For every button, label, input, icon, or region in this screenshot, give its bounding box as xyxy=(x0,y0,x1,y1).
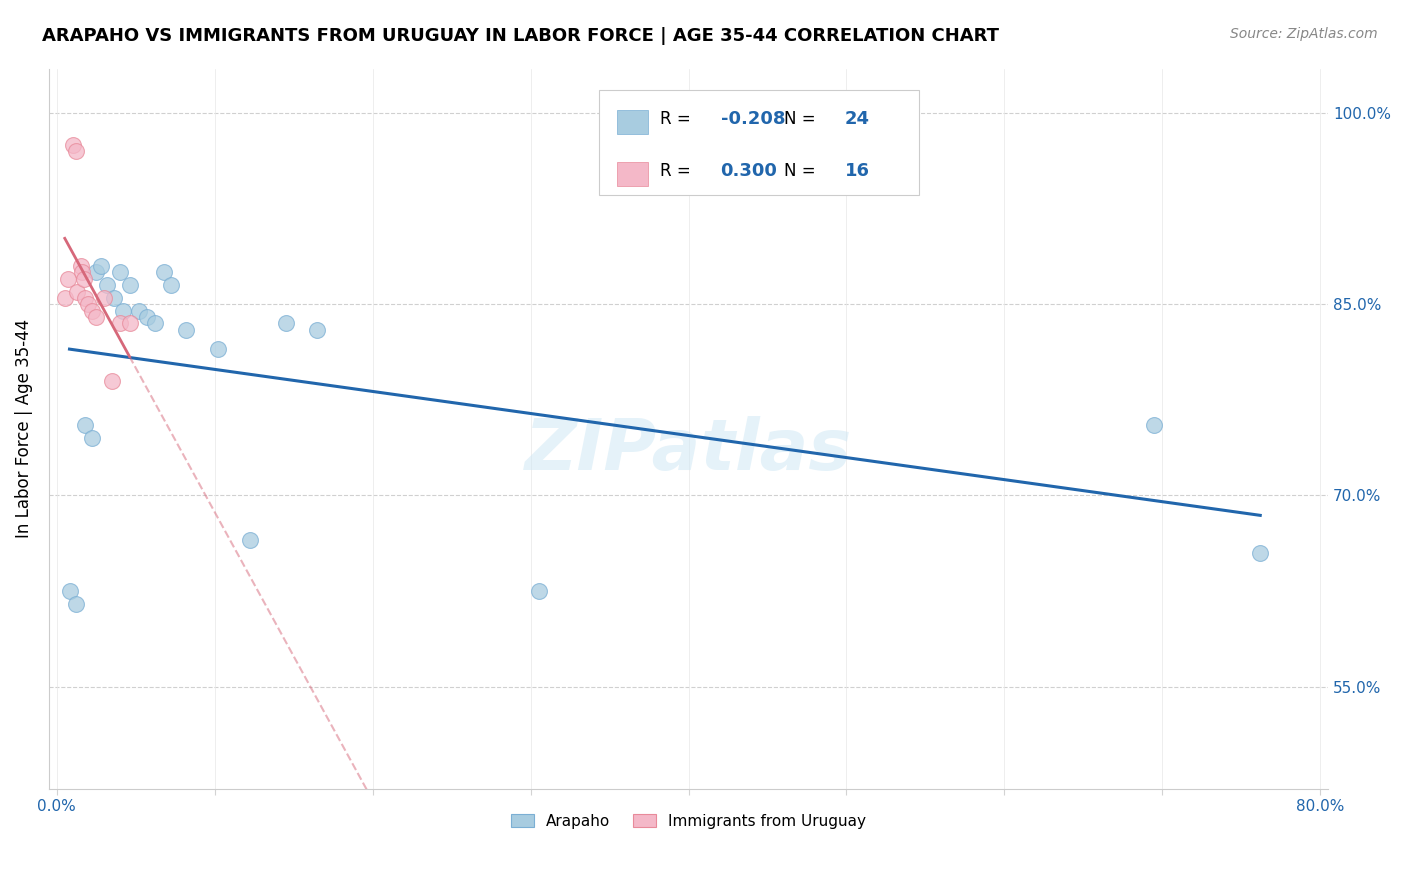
Text: R =: R = xyxy=(661,110,696,128)
Point xyxy=(135,310,157,324)
FancyBboxPatch shape xyxy=(617,162,648,186)
Point xyxy=(77,297,100,311)
Text: 0.300: 0.300 xyxy=(720,161,778,180)
Point xyxy=(101,374,124,388)
Point xyxy=(176,323,198,337)
Point xyxy=(56,272,79,286)
Point xyxy=(75,418,97,433)
Point xyxy=(527,584,550,599)
Point xyxy=(69,259,91,273)
Point xyxy=(86,310,108,324)
Point xyxy=(307,323,329,337)
Point xyxy=(62,138,84,153)
Point xyxy=(128,303,150,318)
Text: ZIPatlas: ZIPatlas xyxy=(524,416,852,484)
Point xyxy=(80,431,103,445)
Text: -0.208: -0.208 xyxy=(720,110,785,128)
Point xyxy=(112,303,135,318)
Point xyxy=(70,265,93,279)
Point xyxy=(118,278,141,293)
Text: 16: 16 xyxy=(845,161,870,180)
Point xyxy=(93,291,115,305)
Point xyxy=(1249,546,1271,560)
Point xyxy=(108,317,131,331)
Text: ARAPAHO VS IMMIGRANTS FROM URUGUAY IN LABOR FORCE | AGE 35-44 CORRELATION CHART: ARAPAHO VS IMMIGRANTS FROM URUGUAY IN LA… xyxy=(42,27,1000,45)
FancyBboxPatch shape xyxy=(617,111,648,134)
Point xyxy=(66,285,89,299)
Point xyxy=(159,278,181,293)
Point xyxy=(80,303,103,318)
Point xyxy=(58,584,80,599)
Point xyxy=(103,291,125,305)
Point xyxy=(90,259,112,273)
FancyBboxPatch shape xyxy=(599,90,918,194)
Point xyxy=(108,265,131,279)
Point xyxy=(153,265,176,279)
Point xyxy=(65,597,87,611)
Point xyxy=(118,317,141,331)
Point xyxy=(1143,418,1166,433)
Point xyxy=(86,265,108,279)
Text: 24: 24 xyxy=(845,110,870,128)
Point xyxy=(73,272,96,286)
Point xyxy=(75,291,97,305)
Point xyxy=(238,533,260,547)
Point xyxy=(53,291,76,305)
Text: N =: N = xyxy=(785,161,821,180)
Text: Source: ZipAtlas.com: Source: ZipAtlas.com xyxy=(1230,27,1378,41)
Point xyxy=(65,145,87,159)
Point xyxy=(274,317,297,331)
Text: N =: N = xyxy=(785,110,821,128)
Point xyxy=(96,278,118,293)
Legend: Arapaho, Immigrants from Uruguay: Arapaho, Immigrants from Uruguay xyxy=(505,807,872,835)
Text: R =: R = xyxy=(661,161,696,180)
Point xyxy=(207,342,229,356)
Y-axis label: In Labor Force | Age 35-44: In Labor Force | Age 35-44 xyxy=(15,319,32,538)
Point xyxy=(143,317,166,331)
